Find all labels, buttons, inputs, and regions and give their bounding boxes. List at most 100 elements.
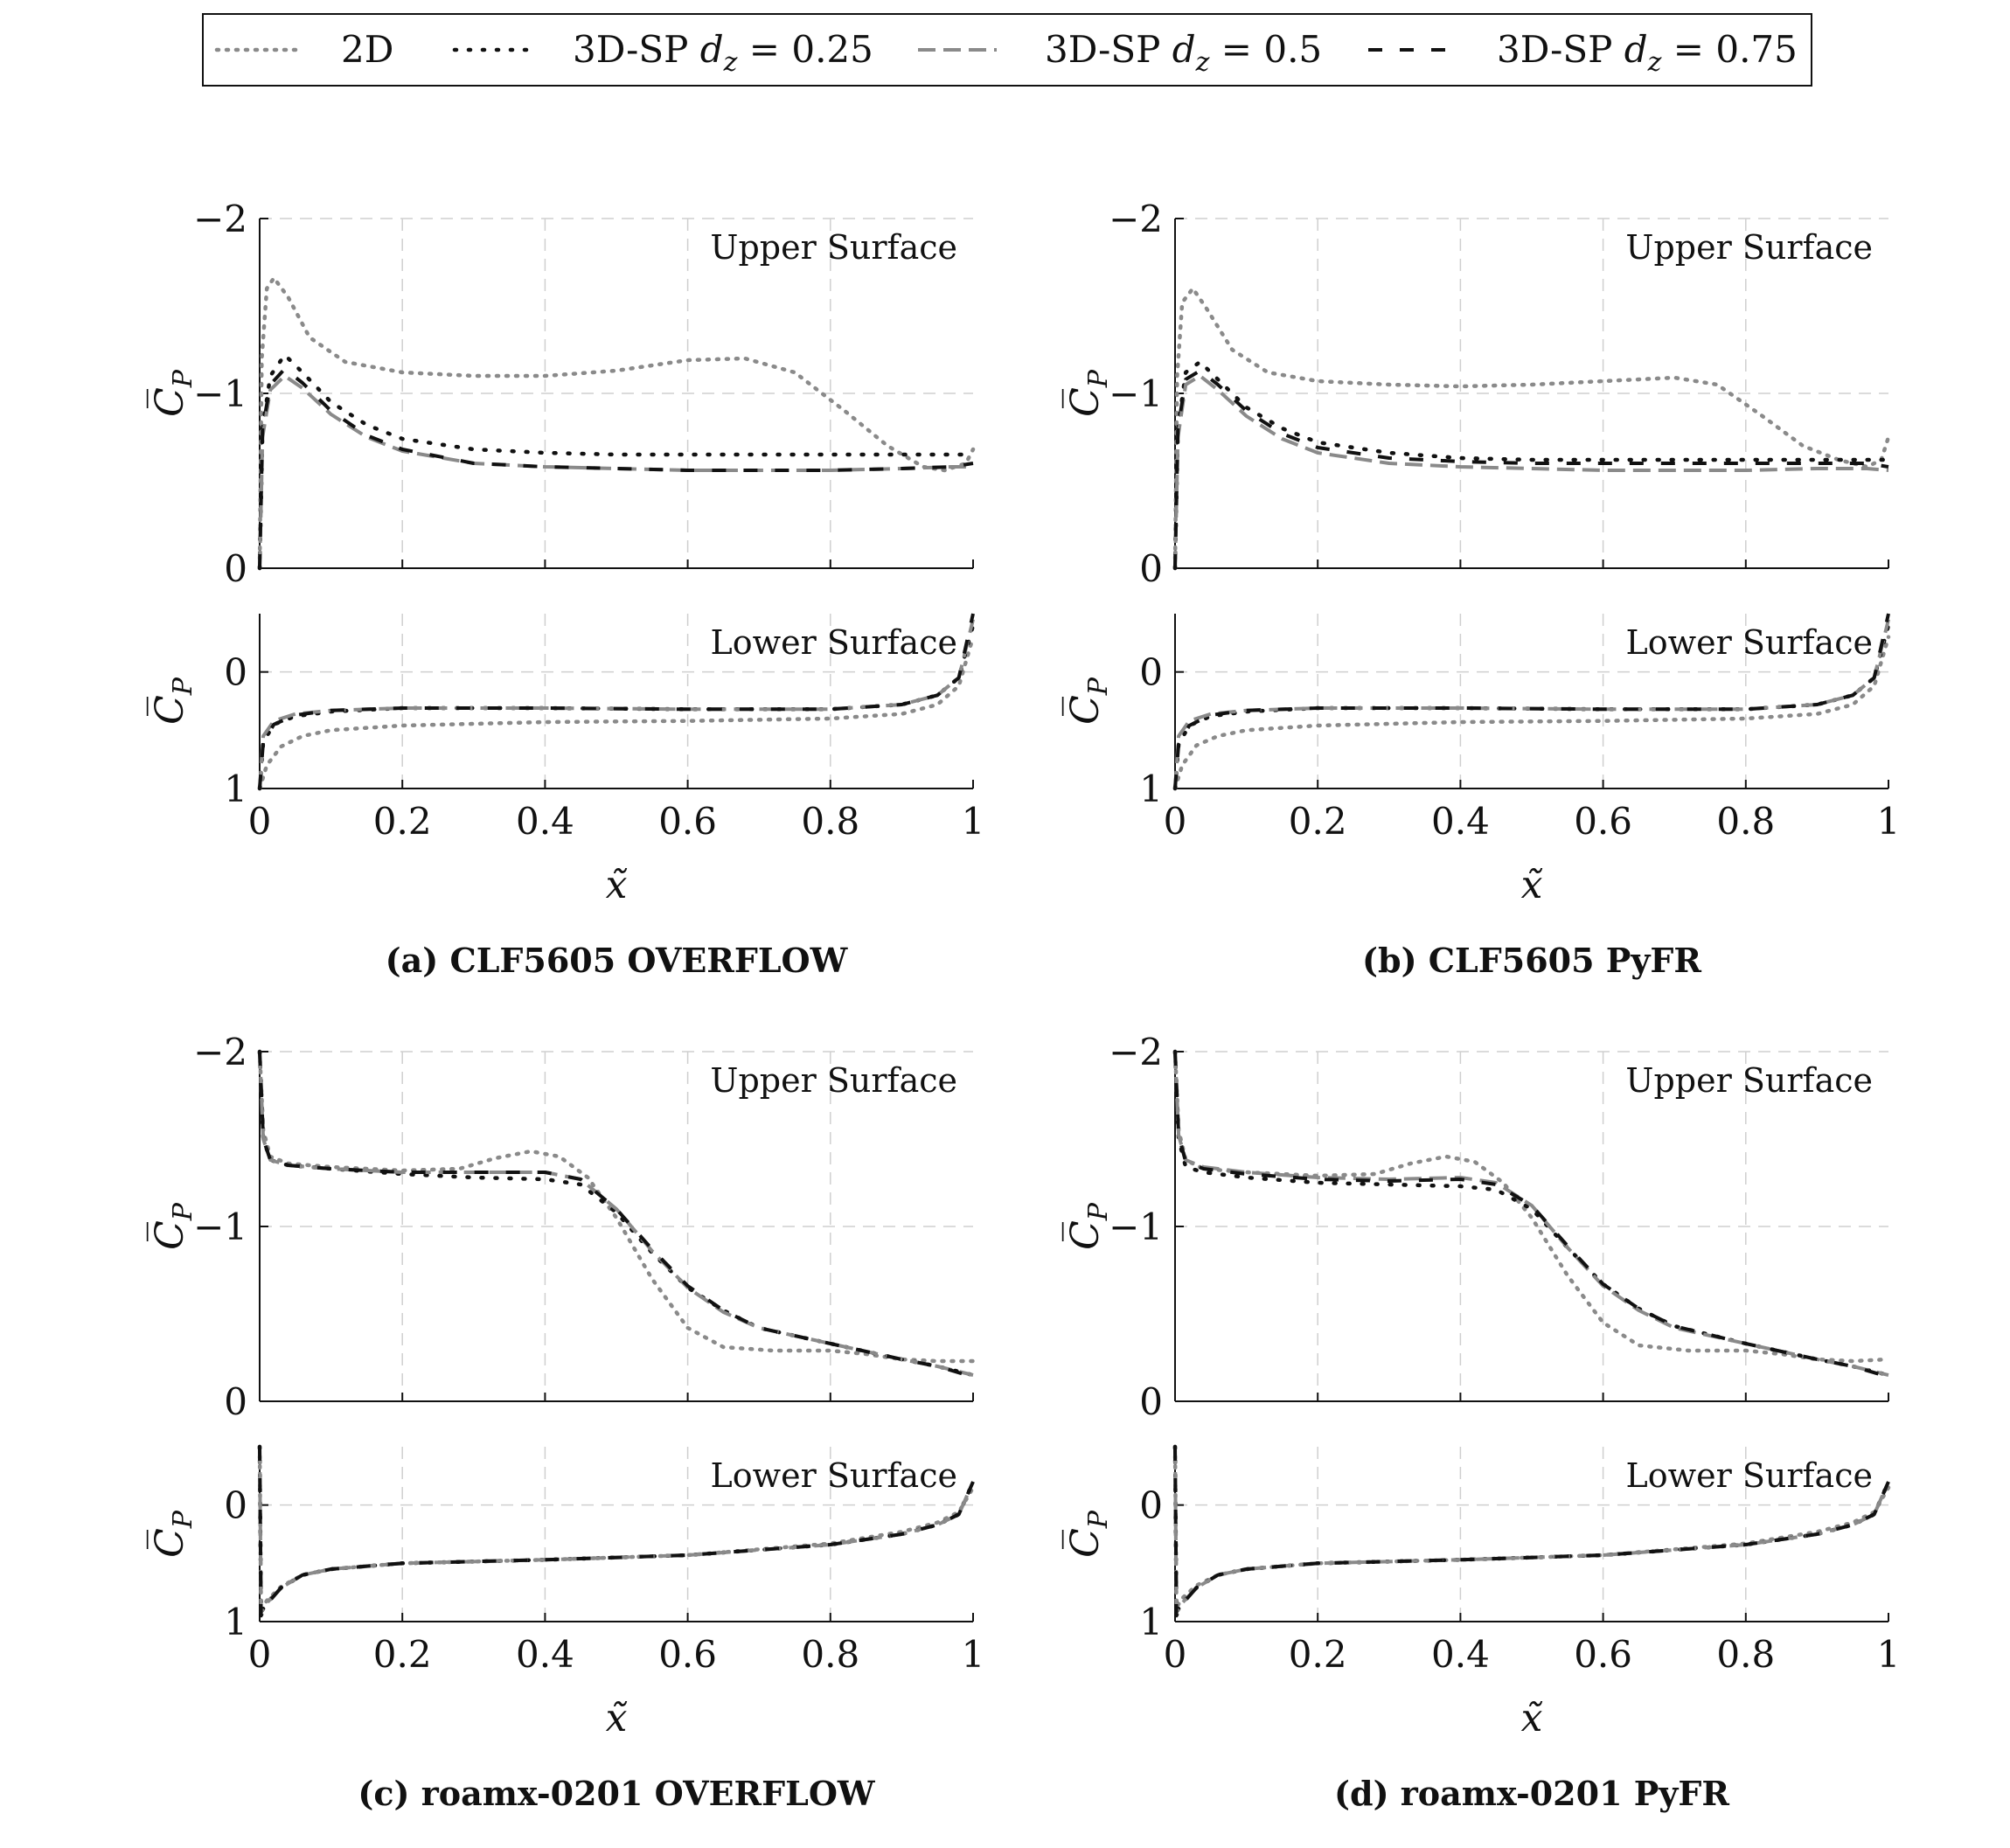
y-axis-label-sub: P [1083, 1510, 1114, 1529]
y-tick-label: −1 [1109, 372, 1163, 415]
legend-label-sub: z [1195, 47, 1210, 78]
y-tick-label: −1 [1109, 1205, 1163, 1248]
upper-series [257, 1049, 976, 1379]
series-4-line [1173, 369, 1889, 569]
x-tick-label: 0 [248, 1633, 272, 1676]
y-axis-label-sub: P [168, 1202, 198, 1221]
upper-grid [1175, 1051, 1888, 1402]
x-tick-label: 0 [248, 800, 272, 843]
x-axis-label: x̃ [606, 1696, 628, 1740]
y-axis-label: C̅P [146, 1510, 198, 1558]
y-tick-label: 0 [1139, 651, 1163, 694]
y-axis-label-sub: P [168, 369, 198, 388]
y-tick-label: −2 [1109, 1031, 1163, 1073]
y-axis-label: C̅P [146, 1202, 198, 1250]
panel-caption: (b) CLF5605 PyFR [1362, 941, 1701, 980]
legend-label-2: 3D-SP dz = 0.25 [573, 28, 873, 78]
x-tick-label: 1 [962, 800, 985, 843]
upper-surface-label: Upper Surface [710, 228, 957, 267]
legend-label-var: d [700, 28, 724, 71]
upper-grid [260, 218, 973, 569]
y-tick-label: −2 [193, 198, 247, 240]
x-tick-label: 0.6 [658, 800, 717, 843]
y-axis-label-main: C̅ [1061, 1220, 1108, 1250]
y-tick-label: 0 [1139, 1380, 1163, 1423]
y-tick-label: 0 [224, 1380, 247, 1423]
legend-label-suffix: = 0.5 [1209, 28, 1322, 71]
lower-series [1172, 613, 1891, 791]
x-tick-label: 1 [1877, 1633, 1901, 1676]
y-axis-label-sub: P [1083, 677, 1114, 696]
x-tick-label: 0.2 [1289, 800, 1347, 843]
legend-label-3: 3D-SP dz = 0.5 [1045, 28, 1322, 78]
y-tick-label: −2 [193, 1031, 247, 1073]
y-axis-label-sub: P [1083, 1202, 1114, 1221]
y-axis-label: C̅P [1061, 1202, 1114, 1250]
x-tick-label: 0.8 [801, 1633, 859, 1676]
y-axis-label-main: C̅ [146, 1220, 192, 1250]
lower-surface-label: Lower Surface [1625, 1456, 1873, 1495]
y-tick-label: 0 [1139, 547, 1163, 590]
series-4-line [1173, 1051, 1889, 1379]
legend-label-4: 3D-SP dz = 0.75 [1497, 28, 1798, 78]
y-tick-label: 0 [224, 651, 247, 694]
series-2-line [257, 1049, 976, 1378]
upper-grid [260, 1051, 973, 1402]
legend-label-var: d [1624, 28, 1648, 71]
x-tick-label: 0.8 [1716, 800, 1775, 843]
y-tick-label: −1 [193, 372, 247, 415]
series-1-line [1172, 635, 1891, 791]
x-tick-label: 0.8 [801, 800, 859, 843]
y-tick-label: −1 [193, 1205, 247, 1248]
series-3-line [1173, 374, 1889, 569]
legend-label-sub: z [723, 47, 738, 78]
legend-label-suffix: = 0.25 [737, 28, 873, 71]
series-4-line [1173, 613, 1890, 789]
y-axis-label-main: C̅ [146, 695, 192, 725]
x-tick-label: 0.4 [1431, 800, 1490, 843]
legend-label-sub: z [1647, 47, 1662, 78]
panel-caption: (d) roamx-0201 PyFR [1334, 1774, 1729, 1813]
series-1-line [257, 635, 976, 791]
series-4-line [258, 1051, 974, 1379]
x-axis-label: x̃ [1521, 1696, 1543, 1740]
x-tick-label: 0.2 [373, 800, 432, 843]
y-axis-label: C̅P [1061, 1510, 1114, 1558]
series-3-line [258, 1446, 975, 1615]
y-tick-label: 0 [1139, 1484, 1163, 1527]
y-axis-label: C̅P [1061, 369, 1114, 417]
series-2-line [1172, 359, 1891, 571]
x-tick-label: 1 [962, 1633, 985, 1676]
y-tick-label: 1 [1139, 768, 1163, 810]
panel-caption: (a) CLF5605 OVERFLOW [386, 941, 849, 980]
upper-surface-label: Upper Surface [1625, 228, 1873, 267]
x-tick-label: 0.4 [516, 800, 574, 843]
series-1-line [1172, 286, 1891, 571]
series-4-line [1173, 1446, 1890, 1618]
y-axis-label-sub: P [168, 677, 198, 696]
legend-label-1: 2D [341, 28, 393, 71]
series-2-line [257, 352, 976, 571]
y-axis-label-sub: P [168, 1510, 198, 1529]
y-axis-label-main: C̅ [1061, 387, 1108, 417]
series-3-line [258, 1051, 974, 1377]
x-tick-label: 0.4 [1431, 1633, 1490, 1676]
x-axis-label: x̃ [1521, 863, 1543, 907]
x-tick-label: 0.4 [516, 1633, 574, 1676]
x-tick-label: 0 [1164, 1633, 1187, 1676]
x-tick-label: 0.2 [373, 1633, 432, 1676]
series-3-line [1173, 1446, 1890, 1615]
x-tick-label: 1 [1877, 800, 1901, 843]
upper-series [1172, 1049, 1891, 1379]
series-1-line [257, 1049, 976, 1364]
upper-series [257, 275, 976, 571]
series-4-line [258, 613, 975, 789]
upper-surface-label: Upper Surface [1625, 1061, 1873, 1100]
series-1-line [257, 275, 976, 571]
legend-label-prefix: 3D-SP [573, 28, 700, 71]
lower-surface-label: Lower Surface [710, 623, 957, 662]
